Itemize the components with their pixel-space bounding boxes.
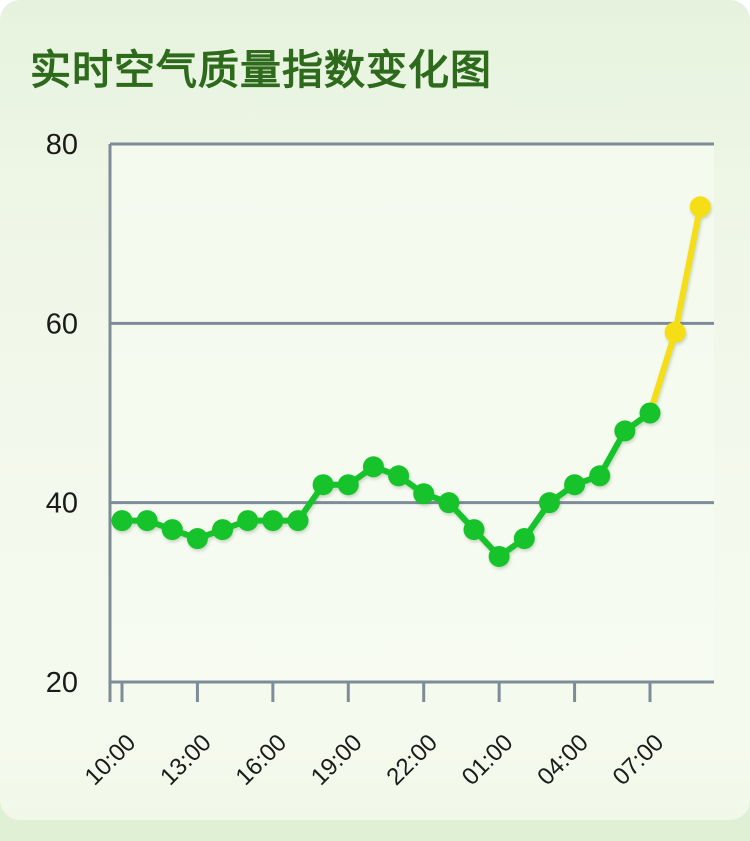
data-point-marker: [186, 528, 208, 550]
x-tick-label: 19:00: [306, 729, 368, 791]
data-point-marker: [538, 492, 560, 514]
page-title: 实时空气质量指数变化图: [30, 47, 492, 93]
data-point-marker: [413, 483, 435, 505]
data-point-marker: [362, 456, 384, 478]
series-segment: [672, 203, 704, 336]
y-tick-label-40: 40: [46, 488, 78, 520]
data-point-marker: [463, 519, 485, 541]
y-tick-label-80: 80: [46, 129, 78, 161]
data-point-marker: [614, 420, 636, 442]
data-point-marker: [237, 510, 259, 532]
x-tick-label: 16:00: [231, 729, 293, 791]
series-segment: [647, 329, 679, 416]
data-point-marker: [488, 545, 510, 567]
data-point-marker: [161, 519, 183, 541]
data-point-marker: [212, 519, 234, 541]
data-point-marker: [438, 492, 460, 514]
data-point-marker: [111, 510, 133, 532]
data-point-marker: [136, 510, 158, 532]
x-tick-label: 10:00: [80, 729, 142, 791]
x-tick-label: 22:00: [381, 729, 443, 791]
data-point-marker: [312, 474, 334, 496]
data-point-marker: [513, 528, 535, 550]
data-point-marker: [287, 510, 309, 532]
x-tick-label: 04:00: [532, 729, 594, 791]
plot-area: [110, 144, 714, 682]
data-point-marker: [388, 465, 410, 487]
data-point-marker: [262, 510, 284, 532]
x-tick-label: 01:00: [457, 729, 519, 791]
data-point-marker: [664, 321, 686, 343]
y-tick-label-60: 60: [46, 308, 78, 340]
aqi-series: [111, 196, 711, 567]
data-point-marker: [639, 402, 661, 424]
x-tick-label: 13:00: [155, 729, 217, 791]
x-tick-label: 07:00: [608, 729, 670, 791]
y-tick-label-20: 20: [46, 667, 78, 699]
data-point-marker: [564, 474, 586, 496]
data-point-marker: [589, 465, 611, 487]
data-point-marker: [689, 196, 711, 218]
data-point-marker: [337, 474, 359, 496]
